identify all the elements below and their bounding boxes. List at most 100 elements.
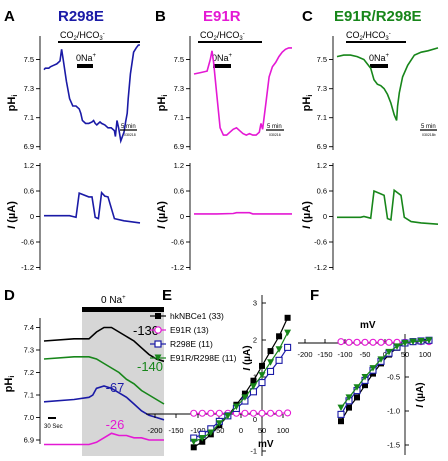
svg-text:100: 100	[419, 350, 432, 359]
iv-point-e-1	[284, 409, 292, 417]
na0-bar-d	[82, 307, 164, 312]
iv-point-f-0	[362, 382, 368, 389]
svg-text:100: 100	[277, 426, 290, 435]
svg-text:-1.0: -1.0	[387, 407, 400, 416]
panel-letter-d: D	[4, 287, 15, 304]
scale-bar-a: 5 min 030218	[120, 124, 137, 137]
trace-c-ph	[336, 47, 439, 121]
svg-text:0.6: 0.6	[317, 187, 327, 196]
ph-ticks-d: 7.4 7.3 7.2 7.1 7.0 6.9	[24, 323, 40, 445]
svg-text:1.2: 1.2	[174, 161, 184, 170]
svg-text:7.5: 7.5	[317, 55, 327, 64]
iv-point-e-1	[266, 409, 275, 417]
co2-bar-a	[58, 41, 140, 43]
legend-item-e91r: E91R (13)	[150, 325, 209, 335]
svg-text:1: 1	[253, 373, 257, 382]
legend-marker-filled-triangle	[154, 354, 162, 361]
i-ticks-b: 1.2 0.6 0 -0.6 -1.2	[171, 161, 190, 272]
co2-label-a: CO2/HCO3-	[60, 30, 105, 42]
svg-text:-200: -200	[147, 426, 162, 435]
svg-text:5 min: 5 min	[267, 124, 282, 130]
ph-ticks-c: 7.5 7.3 7.1 6.9	[317, 55, 333, 151]
svg-text:0: 0	[383, 350, 387, 359]
iv-point-e-3	[258, 372, 266, 379]
iv-point-f-0	[354, 394, 360, 401]
x-axis-label-f: mV	[360, 320, 376, 331]
i-axis-label-c: I (µA)	[301, 201, 313, 229]
ph-ticks-b: 7.5 7.3 7.1 6.9	[174, 55, 190, 151]
legend-marker-open-circle	[154, 326, 162, 334]
i-axis-label-b: I (µA)	[156, 201, 168, 229]
panel-letter-b: B	[155, 8, 166, 25]
iv-point-e-1	[275, 409, 283, 417]
y-axis-label-e: I (µA)	[242, 345, 253, 370]
svg-text:7.3: 7.3	[24, 84, 34, 93]
svg-text:2: 2	[253, 336, 257, 345]
iv-point-f-3	[393, 343, 401, 350]
iv-point-e-2	[258, 378, 266, 387]
ph-axis-label-d: pHi	[3, 376, 16, 393]
svg-text:hkNBCe1 (33): hkNBCe1 (33)	[170, 311, 224, 321]
svg-text:-150: -150	[168, 426, 183, 435]
svg-text:-50: -50	[214, 426, 225, 435]
svg-text:30 Sec: 30 Sec	[44, 424, 63, 430]
svg-text:-0.6: -0.6	[314, 238, 327, 247]
svg-text:7.1: 7.1	[24, 113, 34, 122]
svg-text:0: 0	[30, 212, 34, 221]
panel-title-a: R298E	[58, 8, 104, 25]
trace-b-ph	[193, 47, 292, 136]
iv-plot-e	[190, 314, 292, 451]
svg-text:7.3: 7.3	[24, 346, 34, 355]
ph-axis-label-a: pHi	[6, 95, 19, 112]
i-ticks-a: 1.2 0.6 0 -0.6 -1.2	[21, 161, 40, 272]
iv-point-e-3	[198, 435, 206, 442]
iv-point-e-0	[276, 333, 283, 340]
iv-point-f-1	[361, 338, 369, 346]
y-ticks-f: -0.5 -1.0 -1.5	[387, 373, 409, 450]
legend-item-wt: hkNBCe1 (33)	[150, 311, 224, 321]
svg-text:E91R (13): E91R (13)	[170, 325, 209, 335]
trace-d-r298e	[43, 385, 165, 421]
svg-text:030218: 030218	[124, 133, 136, 137]
iv-point-e-3	[275, 346, 283, 353]
legend-marker-filled-square	[155, 313, 161, 319]
i-axis-label-a: I (µA)	[6, 201, 18, 229]
ph-axis-label-b: pHi	[156, 95, 169, 112]
iv-point-f-3	[417, 337, 425, 345]
co2-bar-c	[346, 41, 406, 43]
svg-text:-1.5: -1.5	[387, 441, 400, 450]
iv-point-e-2	[275, 356, 283, 364]
iv-point-f-1	[345, 338, 353, 346]
iv-point-f-0	[338, 418, 344, 425]
legend-marker-open-square	[154, 340, 162, 348]
svg-text:7.3: 7.3	[317, 84, 327, 93]
iv-point-f-0	[346, 404, 352, 411]
svg-text:-0.5: -0.5	[387, 373, 400, 382]
legend-e: hkNBCe1 (33) E91R (13) R298E (11) E91R/R…	[150, 311, 237, 363]
svg-text:7.0: 7.0	[24, 413, 34, 422]
svg-text:6.9: 6.9	[24, 142, 34, 151]
svg-text:030216: 030216	[269, 133, 281, 137]
iv-plot-f	[337, 336, 433, 425]
svg-text:-1.2: -1.2	[314, 263, 327, 272]
panel-letter-c: C	[302, 8, 313, 25]
svg-text:6.9: 6.9	[174, 142, 184, 151]
svg-text:-100: -100	[190, 426, 205, 435]
y-axis-label-f: I (µA)	[415, 382, 426, 407]
panel-letter-f: F	[310, 287, 319, 304]
trace-d-e91r	[44, 432, 164, 446]
svg-text:7.5: 7.5	[24, 55, 34, 64]
trace-d-wt	[43, 326, 165, 363]
panel-letter-e: E	[162, 287, 172, 304]
svg-text:0: 0	[253, 415, 257, 424]
iv-point-f-3	[377, 356, 385, 363]
data-label-d-e91r: -26	[106, 417, 125, 432]
iv-point-f-3	[361, 374, 369, 381]
iv-point-f-1	[377, 338, 385, 346]
svg-text:50: 50	[401, 350, 409, 359]
iv-point-e-3	[232, 403, 240, 411]
iv-point-f-3	[369, 365, 377, 372]
iv-point-e-3	[241, 394, 249, 401]
iv-point-e-2	[266, 367, 275, 376]
